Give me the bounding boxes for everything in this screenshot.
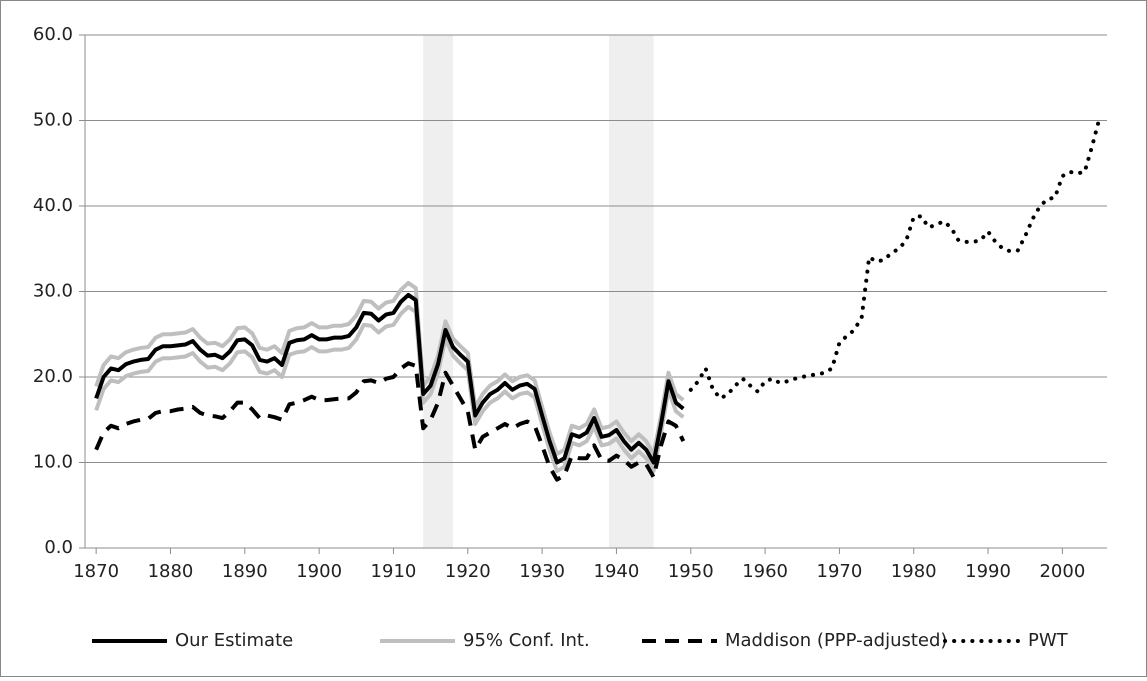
x-tick-label: 1870 xyxy=(73,561,119,582)
x-tick-label: 1930 xyxy=(519,561,565,582)
x-tick-label: 2000 xyxy=(1039,561,1085,582)
y-tick-label: 40.0 xyxy=(33,195,73,216)
x-tick-label: 1970 xyxy=(817,561,863,582)
series-line xyxy=(94,361,686,482)
x-tick-label: 1890 xyxy=(222,561,268,582)
y-tick-label: 30.0 xyxy=(33,281,73,302)
x-tick-label: 1980 xyxy=(891,561,937,582)
y-tick-label: 50.0 xyxy=(33,110,73,131)
y-tick-label: 10.0 xyxy=(33,452,73,473)
series-line xyxy=(94,280,685,456)
x-tick-label: 1940 xyxy=(594,561,640,582)
x-tick-label: 1990 xyxy=(965,561,1011,582)
legend-label: 95% Conf. Int. xyxy=(463,630,590,651)
x-tick-label: 1880 xyxy=(148,561,194,582)
legend-label: Maddison (PPP-adjusted) xyxy=(725,630,947,651)
x-tick-label: 1910 xyxy=(371,561,417,582)
series-line xyxy=(94,304,685,474)
y-tick-label: 20.0 xyxy=(33,366,73,387)
legend-label: Our Estimate xyxy=(175,630,293,651)
y-tick-label: 60.0 xyxy=(33,24,73,45)
x-tick-label: 1920 xyxy=(445,561,491,582)
y-tick-label: 0.0 xyxy=(44,537,73,558)
x-tick-label: 1900 xyxy=(296,561,342,582)
series-line xyxy=(94,292,685,465)
series-line xyxy=(688,115,1102,401)
x-tick-label: 1960 xyxy=(742,561,788,582)
legend-label: PWT xyxy=(1028,630,1069,651)
x-tick-label: 1950 xyxy=(668,561,714,582)
